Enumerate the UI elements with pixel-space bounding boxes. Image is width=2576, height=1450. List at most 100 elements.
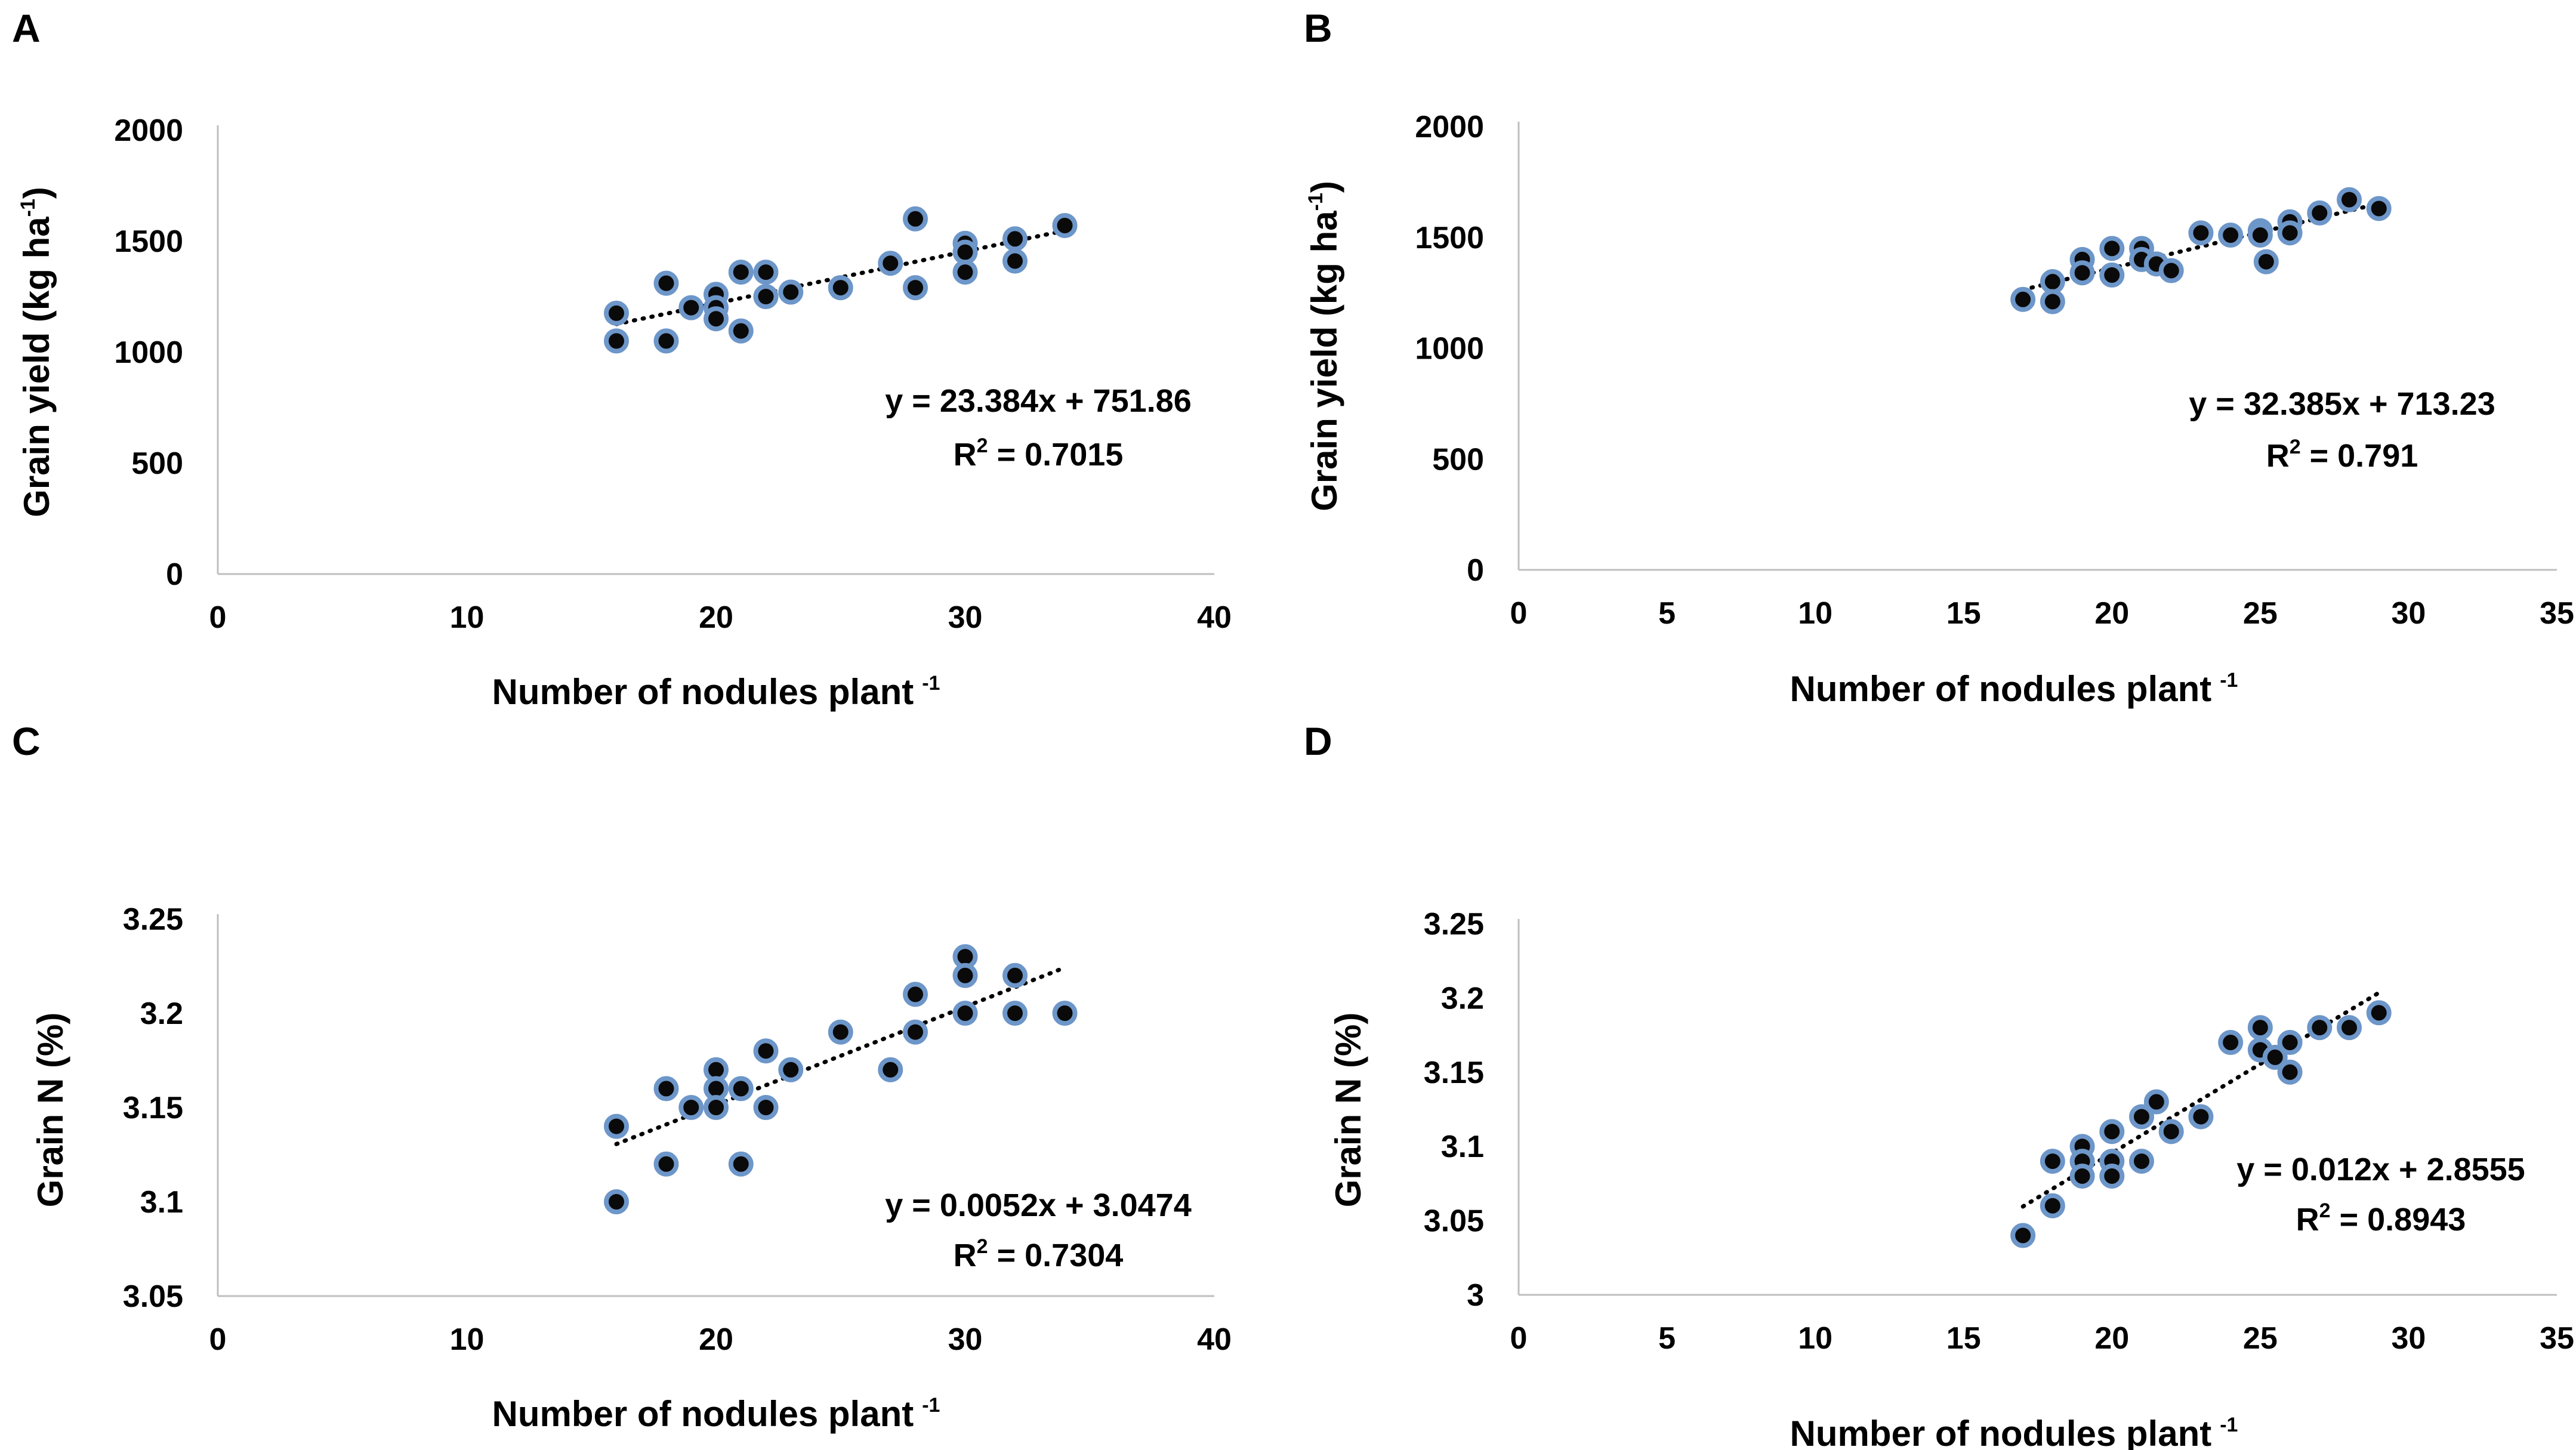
- data-point: [2010, 1223, 2036, 1248]
- data-point: [878, 251, 903, 276]
- data-point: [2277, 1059, 2303, 1085]
- y-tick-label: 1500: [1415, 221, 1484, 255]
- data-point: [704, 306, 729, 332]
- data-point: [2069, 1163, 2095, 1189]
- x-tick-label: 10: [1798, 596, 1832, 631]
- x-tick-label: 10: [1798, 1321, 1832, 1356]
- x-axis-title: Number of nodules plant -1: [1790, 669, 2238, 709]
- data-point: [2010, 286, 2036, 312]
- regression-equation: y = 0.0052x + 3.0474: [885, 1187, 1191, 1223]
- y-tick-label: 3.25: [1424, 907, 1484, 942]
- data-point: [653, 328, 679, 354]
- data-point: [678, 1095, 704, 1120]
- data-point: [878, 1057, 903, 1082]
- data-point: [2247, 223, 2273, 248]
- data-point: [728, 1076, 754, 1102]
- data-point: [952, 962, 978, 988]
- data-point: [604, 328, 629, 354]
- data-point: [604, 1189, 629, 1214]
- data-point: [778, 1057, 804, 1082]
- data-point: [1002, 248, 1028, 274]
- data-point: [604, 1113, 629, 1139]
- data-point: [2218, 1030, 2244, 1056]
- y-axis-title: Grain N (%): [1328, 1013, 1368, 1208]
- data-point: [753, 284, 779, 309]
- x-tick-label: 10: [450, 600, 485, 635]
- data-point: [952, 239, 978, 265]
- data-point: [653, 1151, 679, 1177]
- panel-letter: C: [12, 719, 41, 763]
- y-tick-label: 3.25: [123, 902, 183, 937]
- x-tick-label: 35: [2540, 596, 2574, 631]
- data-point: [2129, 1104, 2154, 1130]
- data-point: [653, 1076, 679, 1102]
- data-point: [2253, 249, 2279, 274]
- x-tick-label: 25: [2243, 596, 2278, 631]
- x-tick-label: 40: [1197, 1322, 1232, 1357]
- x-tick-label: 20: [699, 1322, 733, 1357]
- data-point: [2337, 187, 2362, 212]
- y-axis-title: Grain yield (kg ha-1): [1304, 181, 1344, 511]
- x-tick-label: 30: [2392, 1321, 2426, 1356]
- x-tick-label: 30: [2392, 596, 2426, 631]
- data-point: [728, 1151, 754, 1177]
- x-tick-label: 20: [699, 600, 733, 635]
- data-point: [2307, 200, 2333, 226]
- chart-panel-a: A 0 10 20 30 40 0 500 1000 1500 2000 Number of nodu…: [12, 6, 1232, 712]
- chart-panel-d: D 0 5 10 15 20 25 30 35 3 3.05 3.1 3.15 3.2 3.25 Number…: [1304, 719, 2574, 1450]
- data-point: [952, 260, 978, 285]
- data-point: [903, 982, 928, 1007]
- x-axis-title: Number of nodules plant -1: [492, 1394, 940, 1434]
- x-tick-label: 0: [1510, 596, 1528, 631]
- data-point: [2337, 1015, 2362, 1041]
- chart-panel-c: C 0 10 20 30 40 3.05 3.1 3.15 3.2 3.25 Number of no…: [12, 719, 1232, 1434]
- data-point: [2158, 1119, 2184, 1144]
- data-point: [2099, 236, 2125, 261]
- x-tick-label: 25: [2243, 1321, 2278, 1356]
- data-point: [704, 1095, 729, 1120]
- x-tick-label: 20: [2094, 596, 2129, 631]
- data-point: [2277, 220, 2303, 246]
- data-point: [2040, 1193, 2065, 1218]
- data-point: [2099, 262, 2125, 288]
- data-point: [678, 295, 704, 320]
- data-point: [2366, 1000, 2392, 1026]
- y-tick-label: 500: [1432, 442, 1484, 477]
- data-point: [753, 1038, 779, 1064]
- chart-panel-b: B 0 5 10 15 20 25 30 35 0 500 1000 1500 2000 Number of…: [1304, 6, 2574, 709]
- y-tick-label: 3.2: [140, 997, 183, 1031]
- x-tick-label: 15: [1946, 596, 1981, 631]
- y-tick-label: 3.1: [140, 1185, 183, 1220]
- data-point: [2069, 260, 2095, 286]
- data-point: [653, 270, 679, 296]
- regression-equation: y = 23.384x + 751.86: [885, 383, 1191, 419]
- x-axis-title: Number of nodules plant -1: [492, 672, 940, 712]
- y-tick-label: 1500: [114, 224, 183, 259]
- data-point: [2040, 1149, 2065, 1174]
- data-point: [2247, 1015, 2273, 1041]
- x-tick-label: 35: [2540, 1321, 2574, 1356]
- data-point: [903, 206, 928, 232]
- data-point: [828, 1019, 853, 1045]
- y-tick-label: 3.15: [1424, 1056, 1484, 1090]
- x-tick-label: 10: [450, 1322, 485, 1357]
- data-point: [753, 1095, 779, 1120]
- data-point: [2143, 1089, 2169, 1115]
- trendline: [614, 965, 1067, 1146]
- y-tick-label: 3.15: [123, 1091, 183, 1125]
- data-point: [1002, 226, 1028, 252]
- panel-letter: D: [1304, 719, 1332, 763]
- data-point: [2307, 1015, 2333, 1041]
- r-squared: R2 = 0.791: [2266, 436, 2418, 474]
- x-tick-label: 5: [1658, 1321, 1676, 1356]
- data-point: [2188, 1104, 2214, 1130]
- y-tick-label: 0: [1467, 553, 1484, 588]
- x-axis-title: Number of nodules plant -1: [1790, 1414, 2238, 1450]
- data-point: [2277, 1030, 2303, 1056]
- data-point: [2040, 289, 2065, 314]
- data-point: [728, 260, 754, 285]
- x-tick-label: 20: [2094, 1321, 2129, 1356]
- y-tick-label: 3.2: [1441, 981, 1484, 1016]
- data-point: [828, 275, 853, 301]
- r-squared: R2 = 0.8943: [2296, 1199, 2466, 1238]
